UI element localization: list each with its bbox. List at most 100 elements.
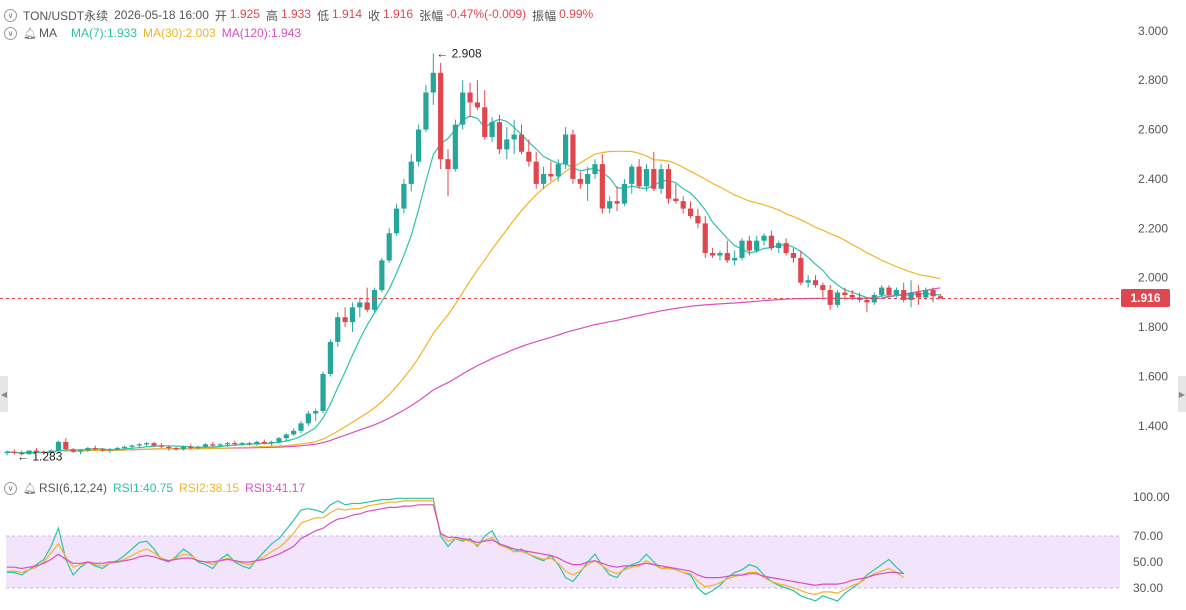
ohlc-header: ∨ TON/USDT永续 2026-05-18 16:00 开 1.925 高 …	[0, 6, 593, 24]
rsi-axis-tick: 100.00	[1133, 490, 1170, 504]
candle-body	[651, 169, 657, 189]
amplitude-label: 振幅	[532, 8, 557, 23]
candle-body	[754, 240, 760, 251]
candle-body	[820, 285, 826, 291]
candle-body	[416, 129, 422, 162]
ma-title[interactable]: MA	[38, 26, 57, 40]
candle-body	[482, 107, 488, 137]
candle-body	[621, 183, 627, 204]
candle-body	[283, 434, 289, 439]
change-label: 张幅	[419, 8, 444, 23]
candle-body	[592, 164, 598, 175]
collapse-icon[interactable]: ∨	[4, 8, 17, 22]
candle-body	[151, 443, 157, 446]
candle-body	[320, 373, 326, 412]
candle-body	[717, 253, 723, 256]
candle-body	[4, 451, 10, 453]
candle-body	[798, 257, 804, 283]
candle-body	[261, 441, 267, 444]
price-axis-tick: 2.000	[1138, 271, 1168, 285]
candle-body	[871, 294, 877, 303]
rsi-axis-tick: 30.00	[1133, 581, 1163, 595]
rsi-line-rsi2	[7, 500, 905, 596]
ma-legend: ∨ 🔔︎ MA MA(7):1.933 MA(30):2.003 MA(120)…	[0, 24, 301, 42]
rsi1-legend: RSI1:40.75	[113, 481, 174, 495]
scroll-left-icon[interactable]: ◀	[0, 376, 8, 412]
candle-body	[122, 446, 128, 449]
candle-body	[864, 299, 870, 303]
rsi2-legend: RSI2:38.15	[179, 481, 240, 495]
candle-body	[107, 449, 113, 451]
candle-body	[548, 174, 554, 177]
close-label: 收	[368, 8, 381, 23]
change-value: -0.47%(-0.009)	[446, 6, 527, 21]
candle-body	[173, 448, 179, 450]
amplitude-value: 0.99%	[559, 6, 594, 21]
candle-body	[423, 92, 429, 130]
price-axis-tick: 3.000	[1138, 24, 1168, 38]
candle-body	[438, 72, 444, 160]
candle-body	[790, 253, 797, 258]
candle-body	[533, 161, 539, 184]
collapse-icon[interactable]: ∨	[4, 481, 17, 495]
candle-body	[401, 183, 407, 209]
candle-body	[327, 341, 333, 374]
symbol-label[interactable]: TON/USDT永续	[23, 8, 109, 23]
candle-body	[724, 253, 730, 261]
candle-body	[695, 215, 701, 224]
ma7-legend: MA(7):1.933	[70, 26, 137, 40]
candle-body	[879, 287, 885, 295]
candle-body	[526, 151, 532, 162]
bell-icon[interactable]: 🔔︎	[23, 27, 37, 40]
ma120-line	[6, 287, 941, 454]
candle-body	[812, 280, 819, 286]
rsi3-legend: RSI3:41.17	[245, 481, 306, 495]
candle-body	[445, 159, 451, 170]
candle-body	[335, 317, 341, 342]
candle-body	[710, 253, 716, 256]
candle-body	[99, 449, 106, 451]
candle-body	[739, 240, 745, 258]
candle-body	[210, 444, 216, 446]
current-price-tag: 1.916	[1121, 289, 1170, 307]
candle-body	[827, 290, 833, 305]
open-label: 开	[214, 8, 227, 23]
candle-body	[658, 169, 664, 189]
candle-body	[158, 445, 164, 447]
candle-body	[607, 201, 613, 209]
candle-body	[269, 441, 275, 444]
candle-body	[63, 441, 69, 450]
price-axis-tick: 1.600	[1138, 369, 1168, 383]
ma120-legend: MA(120):1.943	[221, 26, 302, 40]
scroll-right-icon[interactable]: ▶	[1178, 376, 1186, 412]
candle-body	[680, 201, 686, 209]
candle-body	[136, 444, 142, 446]
ma30-line	[6, 150, 941, 454]
low-annotation: ← 1.283	[17, 449, 63, 463]
candle-body	[48, 450, 54, 453]
candle-body	[276, 438, 282, 442]
price-axis-tick: 2.800	[1138, 73, 1168, 87]
candle-body	[761, 235, 767, 241]
rsi-band	[6, 536, 1120, 588]
candle-body	[489, 122, 495, 137]
candle-body	[371, 290, 378, 310]
candle-body	[702, 223, 708, 254]
candle-body	[129, 445, 135, 447]
candle-body	[180, 446, 186, 450]
collapse-icon[interactable]: ∨	[4, 26, 17, 40]
datetime-label: 2026-05-18 16:00	[114, 8, 209, 22]
bell-icon[interactable]: 🔔︎	[23, 482, 37, 495]
price-axis-tick: 1.800	[1138, 320, 1168, 334]
candle-body	[11, 451, 17, 453]
candle-body	[577, 178, 583, 184]
candle-body	[26, 450, 32, 455]
rsi-title[interactable]: RSI(6,12,24)	[38, 481, 108, 495]
candle-body	[599, 164, 605, 209]
candle-body	[85, 448, 91, 451]
candle-body	[70, 449, 76, 452]
candle-body	[313, 411, 319, 414]
close-value: 1.916	[383, 6, 414, 21]
rsi-axis-tick: 70.00	[1133, 529, 1163, 543]
